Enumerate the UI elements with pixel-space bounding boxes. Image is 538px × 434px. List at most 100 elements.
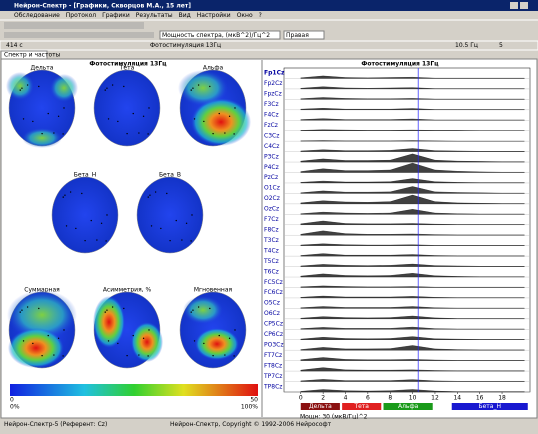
channel-label: Fp1Cz (264, 70, 285, 77)
electrode (21, 309, 23, 311)
electrode (148, 329, 150, 331)
spectrum-area (300, 140, 525, 142)
status-right: Нейрон-Спектр, Copyright © 1992-2006 Ней… (170, 421, 332, 428)
electrode (147, 355, 149, 357)
electrode (224, 354, 226, 356)
electrode (142, 115, 145, 117)
map-label: Суммарная (24, 287, 60, 294)
electrode (154, 191, 157, 193)
electrode (63, 107, 65, 109)
electrode (218, 334, 220, 337)
electrode (132, 334, 134, 337)
electrode (47, 112, 49, 115)
head (93, 69, 161, 147)
close-button[interactable] (520, 2, 528, 9)
electrode (181, 239, 183, 241)
electrode (90, 219, 92, 222)
electrode (22, 118, 25, 120)
spectrum-area (300, 389, 525, 393)
spectrum-area (300, 86, 525, 90)
map-label: Мгновенная (194, 287, 233, 294)
channel-label: O5Cz (264, 300, 280, 307)
electrode (192, 309, 194, 311)
electrode (193, 118, 196, 120)
menu-item[interactable]: Обследование (14, 12, 60, 19)
channel-label: O2Cz (264, 195, 280, 202)
map-label: Альфа (203, 65, 224, 72)
x-tick-label: 2 (321, 395, 325, 402)
map-blob (22, 128, 62, 148)
menu-item[interactable]: ? (259, 12, 262, 19)
electrode (142, 337, 145, 339)
electrode (228, 337, 231, 339)
electrode (160, 227, 162, 230)
scale-min: 0 (10, 397, 14, 404)
spectrum-area (300, 220, 525, 225)
menu-item[interactable]: Результаты (136, 12, 173, 19)
time: 414 с (6, 42, 23, 49)
toolbar: Мощность спектра, (мкВ^2)/Гц^2 Правая (0, 19, 538, 40)
map-blob (195, 328, 239, 360)
tab-label: Спектр и частоты (4, 52, 61, 59)
channel-label: TP7Cz (263, 373, 282, 380)
electrode (57, 337, 60, 339)
channel-label: CP5Cz (264, 321, 283, 328)
spectrum-area (300, 367, 525, 372)
channel-label: F4Cz (264, 112, 279, 119)
electrode (81, 192, 83, 195)
menu-item[interactable]: Настройки (197, 12, 231, 19)
min-button[interactable] (510, 2, 518, 9)
electrode (191, 214, 193, 216)
electrode (26, 306, 29, 308)
channel-label: PO3Cz (264, 341, 284, 348)
electrode (228, 115, 231, 117)
side-select[interactable] (283, 30, 325, 40)
measure-select[interactable] (159, 30, 281, 40)
band (383, 403, 433, 410)
band-label: Альфа (398, 403, 419, 410)
map-label: Тета (119, 65, 135, 72)
map-blob (178, 70, 228, 106)
electrode (53, 354, 55, 356)
electrode (62, 196, 64, 198)
electrode (233, 133, 235, 135)
maps-title: Фотостимуляция 13Гц (89, 61, 167, 68)
spectrum-area (300, 209, 525, 215)
band (300, 403, 340, 410)
electrode (84, 239, 86, 242)
electrode (106, 214, 108, 216)
electrode (203, 342, 205, 345)
menu-item[interactable]: Графики (102, 12, 130, 19)
electrode (166, 192, 168, 195)
channel-label: O6Cz (264, 310, 280, 317)
x-tick-label: 6 (366, 395, 370, 402)
electrode (19, 89, 21, 91)
menu-bar: Обследование Протокол Графики Результаты Вид… (14, 12, 262, 19)
electrode (22, 340, 25, 342)
spectrum-area (300, 97, 525, 100)
map-blob (7, 290, 77, 340)
spectrum-area (300, 162, 525, 173)
electrode (41, 132, 43, 135)
menu-item[interactable]: Окно (237, 12, 253, 19)
electrode (57, 115, 60, 117)
electrode (234, 329, 236, 331)
channel-label: F7Cz (264, 216, 279, 223)
electrode (224, 132, 226, 134)
side-text: Правая (286, 32, 309, 39)
channel-label: PzCz (264, 174, 278, 181)
spectrum-area (300, 379, 525, 382)
event: Фотостимуляция 13Гц (150, 42, 221, 49)
electrode (185, 222, 188, 224)
x-tick-label: 8 (388, 395, 392, 402)
menu-item[interactable]: Протокол (66, 12, 96, 19)
electrode (117, 342, 119, 345)
spectrum-area (300, 263, 525, 267)
info-bar: 414 с Фотостимуляция 13Гц 10.5 Гц 5 (0, 40, 538, 51)
x-tick-label: 18 (498, 395, 506, 402)
electrode (197, 84, 200, 86)
x-tick-label: 10 (409, 395, 417, 402)
menu-item[interactable]: Вид (179, 12, 191, 19)
electrode (209, 85, 211, 88)
electrode (21, 87, 23, 89)
